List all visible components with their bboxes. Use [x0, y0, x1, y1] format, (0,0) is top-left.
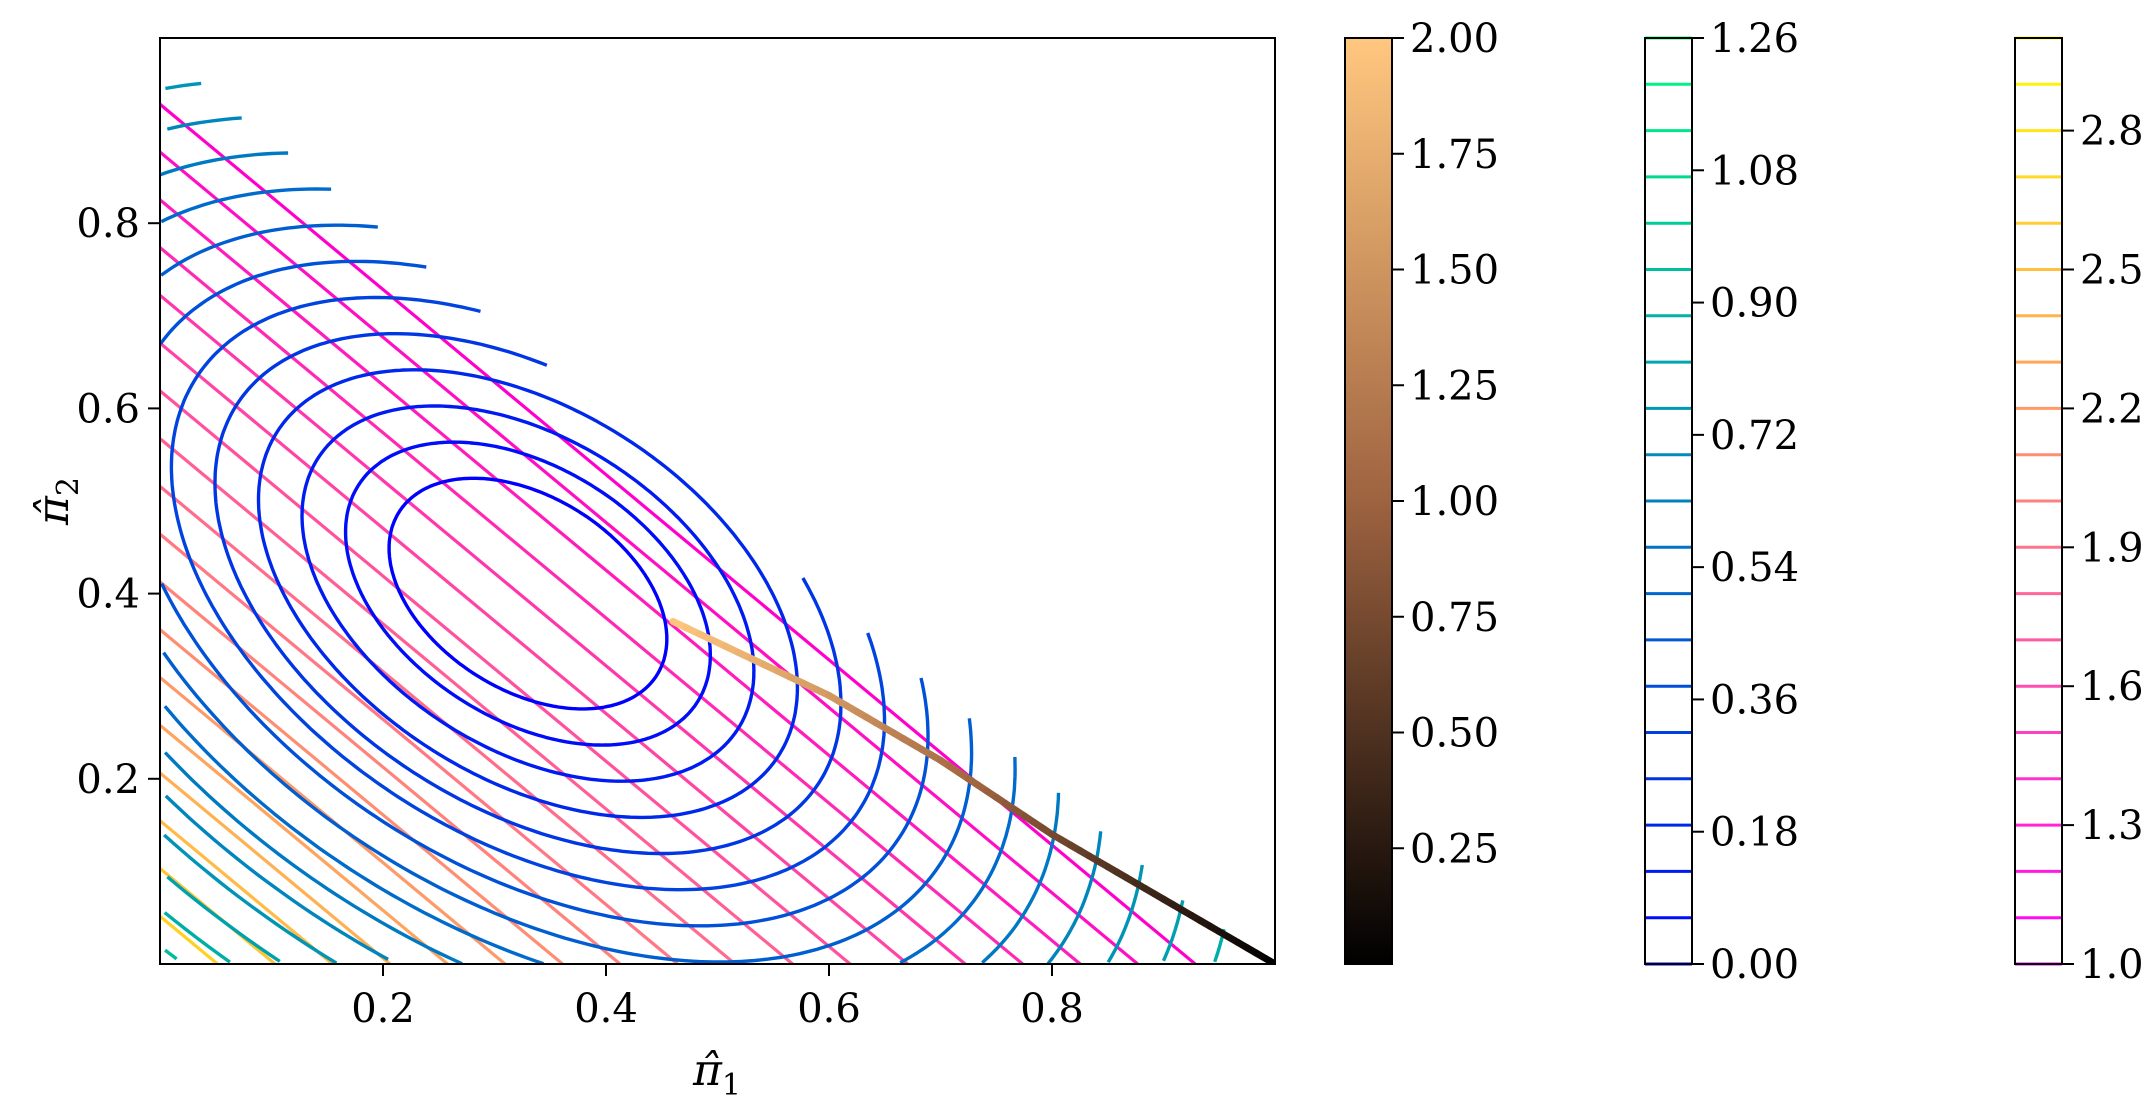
diagonal-contour: [160, 389, 852, 964]
diagonal-contour: [160, 246, 1024, 964]
colorbar-tick-label: 1.08: [1710, 148, 1799, 194]
ellipse-contour: [213, 332, 843, 856]
x-tick-label: 0.2: [351, 986, 415, 1032]
diagonal-contour-lines: [160, 103, 1197, 964]
colorbar-tick-label: 1.9: [2080, 525, 2144, 571]
colorbar-tick-label: 1.00: [1410, 479, 1499, 525]
ellipse-contour: [160, 223, 974, 964]
y-tick-label: 0.8: [76, 201, 140, 247]
y-axis-label: π̂2: [28, 477, 86, 526]
colorbar-path-gradient: [1344, 37, 1393, 965]
colorbar-tick-label: 2.8: [2080, 109, 2144, 155]
y-tick-label: 0.4: [76, 572, 140, 618]
diagonal-contour: [160, 103, 1197, 964]
ellipse-contour: [256, 368, 800, 820]
colorbar-outline: [2014, 37, 2063, 965]
diagonal-contour: [160, 150, 1139, 964]
x-tick-label: 0.6: [797, 986, 861, 1032]
diagonal-contour: [160, 628, 564, 964]
ellipse-contour: [160, 151, 1061, 964]
ellipse-contour: [164, 116, 1103, 964]
colorbar-tick-label: 2.00: [1410, 16, 1499, 62]
colorbar-contour-set-1: 0.00 0.18 0.36 0.54 0.72 0.90 1.08 1.26: [1644, 16, 1799, 988]
diagonal-contour: [160, 437, 794, 964]
colorbar-contour-set-2: 1.0 1.3 1.6 1.9 2.2 2.5 2.8: [2014, 36, 2144, 988]
ellipse-contour: [169, 295, 887, 892]
diagonal-contour: [160, 198, 1082, 964]
diagonal-contour: [160, 294, 967, 964]
y-tick-label: 0.2: [76, 757, 140, 803]
colorbar-outline: [1644, 37, 1693, 965]
colorbar-tick-label: 1.25: [1410, 363, 1499, 409]
colorbar-tick-label: 0.36: [1710, 677, 1799, 723]
colorbar-path: 0.25 0.50 0.75 1.00 1.25 1.50 1.75 2.00: [1344, 16, 1499, 965]
ellipse-contour: [387, 476, 669, 711]
ellipse-contour: [343, 440, 712, 747]
colorbar-tick-label: 1.75: [1410, 132, 1499, 178]
colorbar-tick-label: 1.26: [1710, 16, 1799, 62]
y-tick-label: 0.6: [76, 386, 140, 432]
plot-frame: [159, 37, 1276, 965]
y-axis-ticks: 0.2 0.4 0.6 0.8: [76, 201, 160, 803]
colorbar-tick-label: 0.75: [1410, 595, 1499, 641]
diagonal-contour: [160, 771, 392, 964]
plot-area: 0.2 0.4 0.6 0.8 0.2 0.4 0.6 0.8 π̂1 π̂2: [28, 37, 1276, 1103]
colorbar-tick-label: 1.0: [2080, 942, 2144, 988]
x-tick-label: 0.4: [574, 986, 638, 1032]
colorbar-tick-label: 1.3: [2080, 803, 2144, 849]
colorbar-tick-label: 0.90: [1710, 281, 1799, 327]
ellipse-contour: [163, 81, 1144, 964]
colored-path-line: [669, 617, 1275, 964]
ellipse-contour: [164, 948, 178, 961]
colorbar-tick-label: 1.6: [2080, 664, 2144, 710]
diagonal-contour: [160, 532, 679, 964]
elliptical-contour-lines: [160, 81, 1226, 964]
colorbar-tick-label: 0.72: [1710, 413, 1799, 459]
ellipse-contour: [160, 187, 1017, 964]
x-axis-label: π̂1: [692, 1045, 741, 1103]
diagonal-contour: [160, 915, 219, 964]
colorbar-tick-label: 0.25: [1410, 826, 1499, 872]
diagonal-contour: [160, 341, 909, 964]
colorbar-tick-label: 2.2: [2080, 386, 2144, 432]
colorbar-tick-label: 2.5: [2080, 248, 2144, 294]
colorbar-tick-label: 0.50: [1410, 711, 1499, 757]
colorbar-tick-label: 0.18: [1710, 810, 1799, 856]
diagonal-contour: [160, 819, 334, 964]
colorbar-tick-label: 0.00: [1710, 942, 1799, 988]
x-tick-label: 0.8: [1020, 986, 1084, 1032]
diagonal-contour: [160, 723, 449, 964]
colorbar-tick-label: 0.54: [1710, 545, 1799, 591]
x-axis-ticks: 0.2 0.4 0.6 0.8: [351, 964, 1084, 1032]
colorbar-tick-label: 1.50: [1410, 248, 1499, 294]
ellipse-contour: [160, 259, 930, 928]
ellipse-contour: [300, 404, 756, 783]
